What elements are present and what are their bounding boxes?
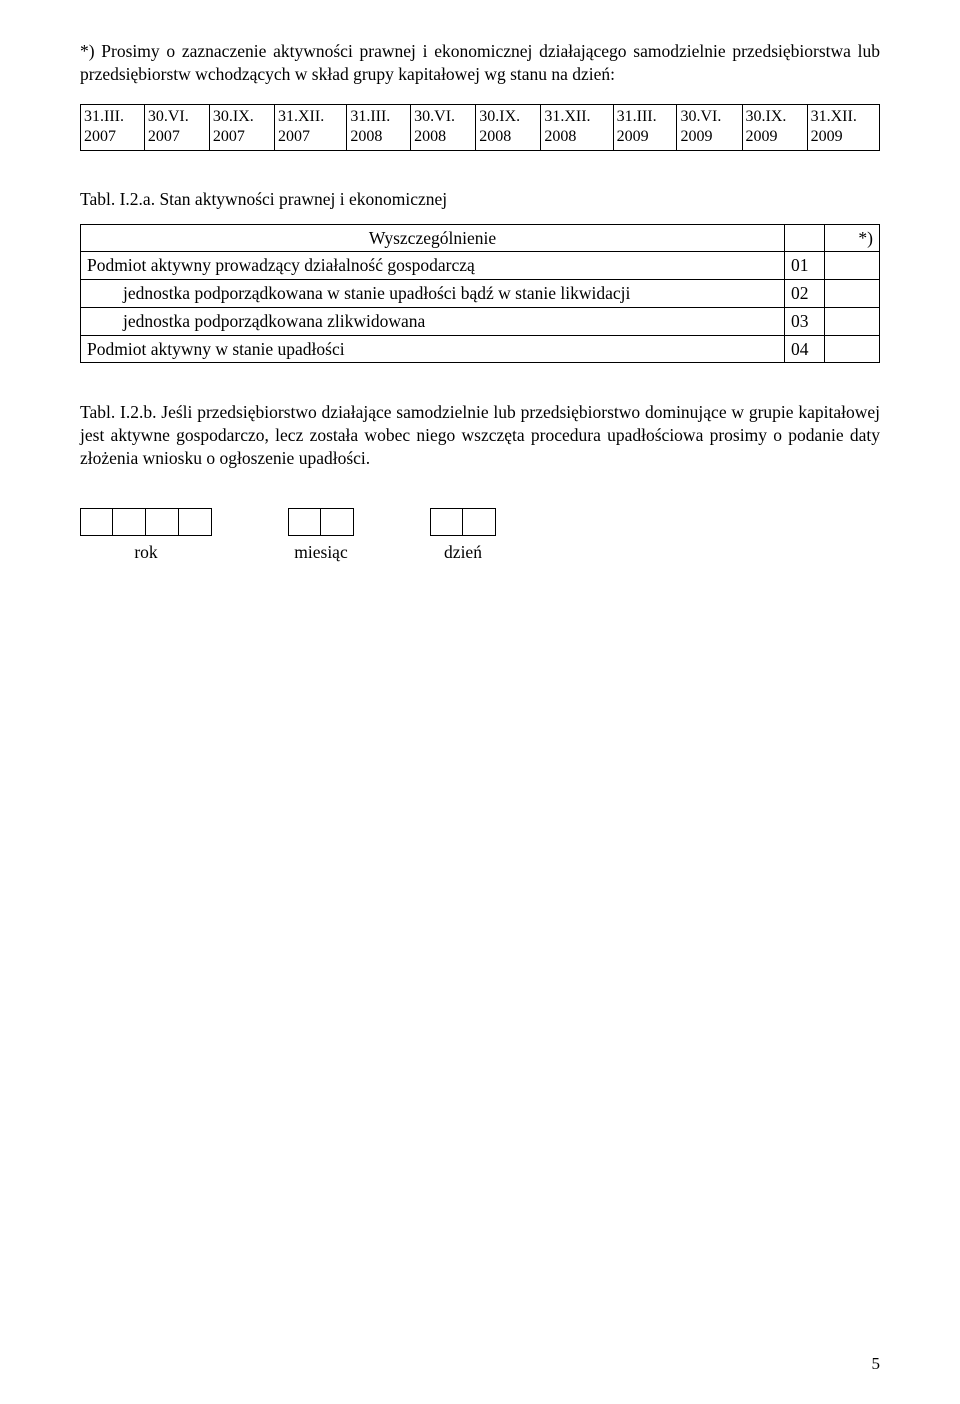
date-cell[interactable]: 31.XII.2007 <box>275 104 347 150</box>
date-cell-bottom: 2007 <box>213 127 271 147</box>
dates-table: 31.III.200730.VI.200730.IX.200731.XII.20… <box>80 104 880 151</box>
date-cell-bottom: 2009 <box>680 127 738 147</box>
date-cell[interactable]: 30.IX.2008 <box>476 104 541 150</box>
tbl2a-row: jednostka podporządkowana w stanie upadł… <box>81 280 880 308</box>
date-cell-top: 31.III. <box>84 107 141 127</box>
date-cell[interactable]: 30.VI.2007 <box>144 104 209 150</box>
date-cell-bottom: 2008 <box>414 127 472 147</box>
year-box[interactable] <box>80 508 113 536</box>
tbl2a-mark[interactable] <box>825 335 880 363</box>
tbl2a-desc: Podmiot aktywny w stanie upadłości <box>81 335 785 363</box>
month-box[interactable] <box>288 508 321 536</box>
date-cell-bottom: 2008 <box>544 127 609 147</box>
tabl-2a-header-star: *) <box>825 224 880 252</box>
date-cell-top: 31.III. <box>350 107 407 127</box>
date-cell-top: 30.IX. <box>746 107 804 127</box>
tbl2a-mark[interactable] <box>825 252 880 280</box>
tbl2a-code: 01 <box>785 252 825 280</box>
date-input-section: rok miesiąc dzień <box>80 508 880 563</box>
tbl2a-row: Podmiot aktywny prowadzący działalność g… <box>81 252 880 280</box>
tbl2a-desc: jednostka podporządkowana zlikwidowana <box>81 307 785 335</box>
date-cell-bottom: 2009 <box>811 127 876 147</box>
tbl2a-desc: jednostka podporządkowana w stanie upadł… <box>81 280 785 308</box>
year-box[interactable] <box>179 508 212 536</box>
tbl2a-code: 03 <box>785 307 825 335</box>
day-label: dzień <box>430 542 496 563</box>
date-cell-top: 30.VI. <box>680 107 738 127</box>
date-cell-top: 31.XII. <box>278 107 343 127</box>
day-box[interactable] <box>463 508 496 536</box>
tbl2a-row: Podmiot aktywny w stanie upadłości04 <box>81 335 880 363</box>
date-cell-top: 31.III. <box>617 107 674 127</box>
tabl-2a: Wyszczególnienie *) Podmiot aktywny prow… <box>80 224 880 364</box>
tbl2a-desc: Podmiot aktywny prowadzący działalność g… <box>81 252 785 280</box>
date-cell[interactable]: 30.IX.2009 <box>742 104 807 150</box>
date-cell[interactable]: 30.IX.2007 <box>209 104 274 150</box>
date-cell-top: 30.IX. <box>479 107 537 127</box>
date-cell-top: 31.XII. <box>544 107 609 127</box>
tbl2a-row: jednostka podporządkowana zlikwidowana03 <box>81 307 880 335</box>
date-cell-bottom: 2007 <box>278 127 343 147</box>
tabl-2a-header-desc: Wyszczególnienie <box>81 224 785 252</box>
date-cell-bottom: 2009 <box>617 127 674 147</box>
tbl2a-code: 04 <box>785 335 825 363</box>
day-boxes[interactable] <box>430 508 496 536</box>
date-boxes-row <box>80 508 880 536</box>
date-cell-top: 30.VI. <box>148 107 206 127</box>
tbl2a-code: 02 <box>785 280 825 308</box>
date-cell[interactable]: 30.VI.2008 <box>411 104 476 150</box>
date-cell-top: 31.XII. <box>811 107 876 127</box>
date-cell[interactable]: 31.XII.2009 <box>807 104 879 150</box>
tabl-2a-label: Tabl. I.2.a. Stan aktywności prawnej i e… <box>80 189 880 210</box>
date-cell-bottom: 2009 <box>746 127 804 147</box>
date-cell[interactable]: 31.III.2009 <box>613 104 677 150</box>
tbl2a-mark[interactable] <box>825 280 880 308</box>
month-box[interactable] <box>321 508 354 536</box>
year-boxes[interactable] <box>80 508 212 536</box>
year-box[interactable] <box>146 508 179 536</box>
date-cell-bottom: 2007 <box>84 127 141 147</box>
day-box[interactable] <box>430 508 463 536</box>
date-cell[interactable]: 31.XII.2008 <box>541 104 613 150</box>
date-cell[interactable]: 31.III.2008 <box>347 104 411 150</box>
tabl-2a-header-code <box>785 224 825 252</box>
date-labels-row: rok miesiąc dzień <box>80 542 880 563</box>
year-label: rok <box>80 542 212 563</box>
tbl2a-mark[interactable] <box>825 307 880 335</box>
date-cell-top: 30.IX. <box>213 107 271 127</box>
date-cell-bottom: 2007 <box>148 127 206 147</box>
page-number: 5 <box>872 1354 881 1374</box>
year-box[interactable] <box>113 508 146 536</box>
tabl-2b-text: Tabl. I.2.b. Jeśli przedsiębiorstwo dzia… <box>80 401 880 469</box>
month-boxes[interactable] <box>288 508 354 536</box>
month-label: miesiąc <box>288 542 354 563</box>
date-cell-bottom: 2008 <box>350 127 407 147</box>
date-cell-bottom: 2008 <box>479 127 537 147</box>
tabl-2a-header-row: Wyszczególnienie *) <box>81 224 880 252</box>
date-cell[interactable]: 31.III.2007 <box>81 104 145 150</box>
date-cell[interactable]: 30.VI.2009 <box>677 104 742 150</box>
date-cell-top: 30.VI. <box>414 107 472 127</box>
intro-text: *) Prosimy o zaznaczenie aktywności praw… <box>80 40 880 86</box>
